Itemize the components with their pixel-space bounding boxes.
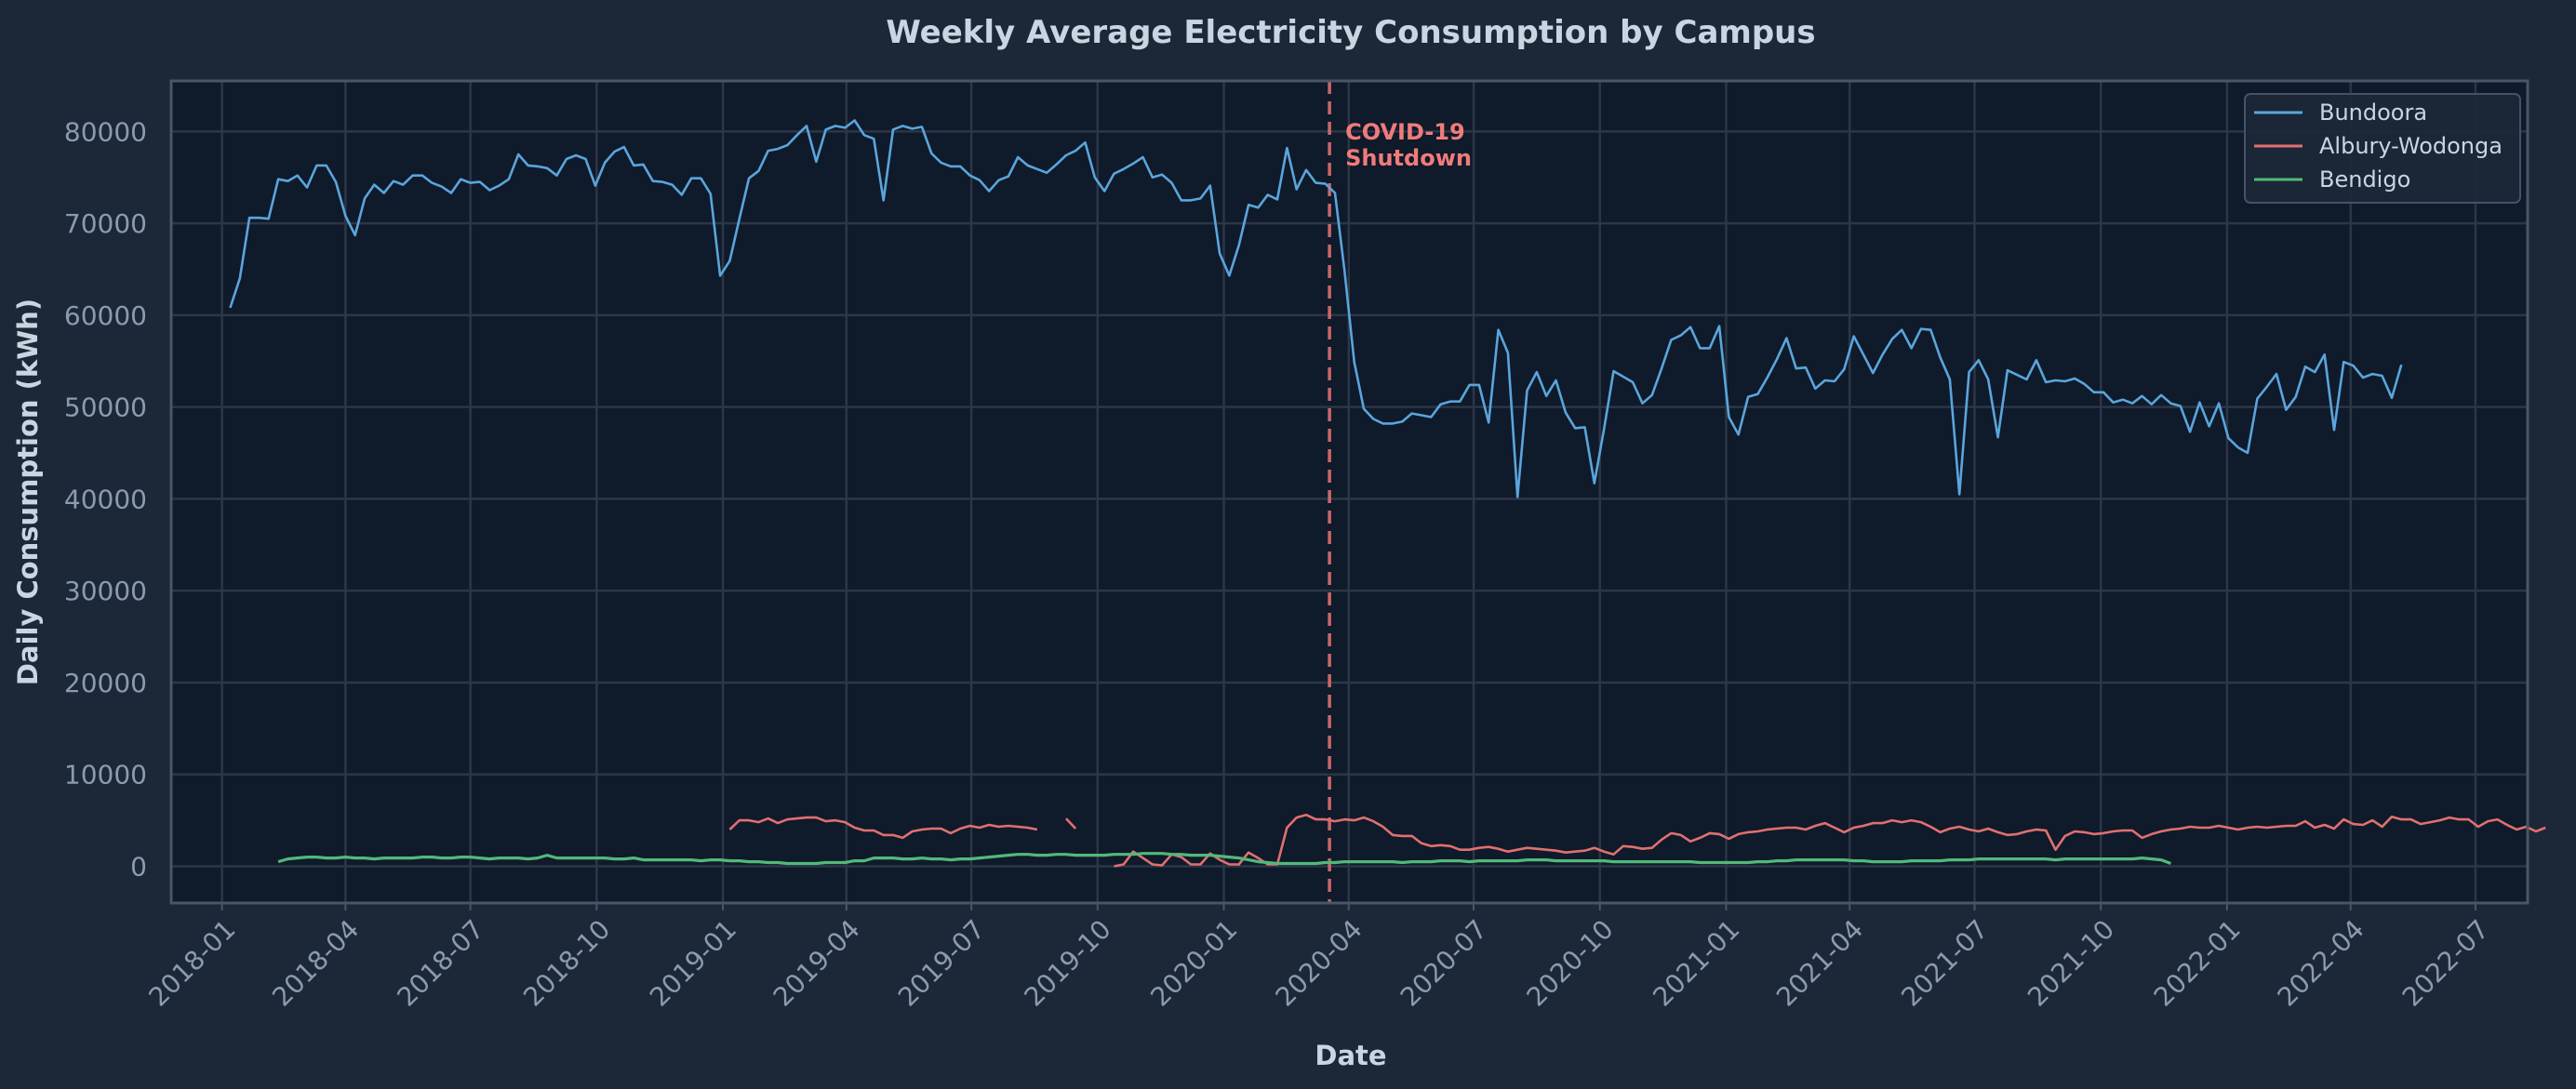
y-tick-label: 70000 <box>64 208 147 239</box>
x-tick-label: 2021-04 <box>1770 914 1869 1013</box>
covid-annotation-line1: COVID-19 <box>1345 119 1465 145</box>
x-axis-label: Date <box>1315 1040 1386 1071</box>
y-tick-label: 80000 <box>64 116 147 147</box>
x-tick-label: 2020-04 <box>1270 914 1368 1013</box>
covid-annotation-line2: Shutdown <box>1345 145 1472 171</box>
y-tick-label: 10000 <box>64 760 147 790</box>
x-tick-label: 2020-07 <box>1395 914 1493 1013</box>
legend-label: Albury-Wodonga <box>2319 133 2503 159</box>
series-line-bendigo <box>277 852 2171 866</box>
series-line-bundoora <box>229 119 2403 498</box>
y-axis: 0 10000 20000 30000 40000 50000 60000 70000 8000… <box>64 116 147 882</box>
y-tick-label: 30000 <box>64 576 147 606</box>
x-tick-label: 2020-01 <box>1144 914 1243 1013</box>
x-tick-label: 2021-10 <box>2022 914 2120 1013</box>
x-tick-label: 2022-01 <box>2148 914 2247 1013</box>
y-tick-label: 50000 <box>64 392 147 423</box>
x-axis: 2018-01 2018-04 2018-07 2018-10 2019-01 2019-… <box>142 903 2495 1013</box>
x-tick-label: 2019-07 <box>892 914 991 1013</box>
x-tick-label: 2021-07 <box>1895 914 1994 1013</box>
x-tick-label: 2020-10 <box>1521 914 1620 1013</box>
x-tick-label: 2018-01 <box>142 914 241 1013</box>
x-tick-label: 2018-04 <box>266 914 365 1013</box>
legend-box <box>2244 93 2521 204</box>
x-tick-label: 2021-01 <box>1647 914 1745 1013</box>
x-tick-label: 2022-07 <box>2396 914 2495 1013</box>
legend-label: Bundoora <box>2319 100 2427 126</box>
y-tick-label: 20000 <box>64 668 147 698</box>
series-line-albury-wodonga <box>728 813 2546 868</box>
series-group <box>229 119 2546 868</box>
x-tick-label: 2019-01 <box>644 914 742 1013</box>
x-tick-label: 2018-10 <box>517 914 616 1013</box>
x-tick-label: 2019-04 <box>767 914 866 1013</box>
y-tick-label: 0 <box>130 851 147 882</box>
y-tick-label: 40000 <box>64 484 147 514</box>
legend-label: Bendigo <box>2319 166 2410 193</box>
x-tick-label: 2018-07 <box>391 914 489 1013</box>
y-tick-label: 60000 <box>64 300 147 331</box>
x-tick-label: 2019-10 <box>1019 914 1117 1013</box>
y-axis-label: Daily Consumption (kWh) <box>12 299 44 685</box>
chart-title: Weekly Average Electricity Consumption b… <box>886 14 1815 51</box>
x-tick-label: 2022-04 <box>2272 914 2370 1013</box>
grid <box>171 81 2528 903</box>
legend: Bundoora Albury-Wodonga Bendigo <box>2244 93 2521 204</box>
